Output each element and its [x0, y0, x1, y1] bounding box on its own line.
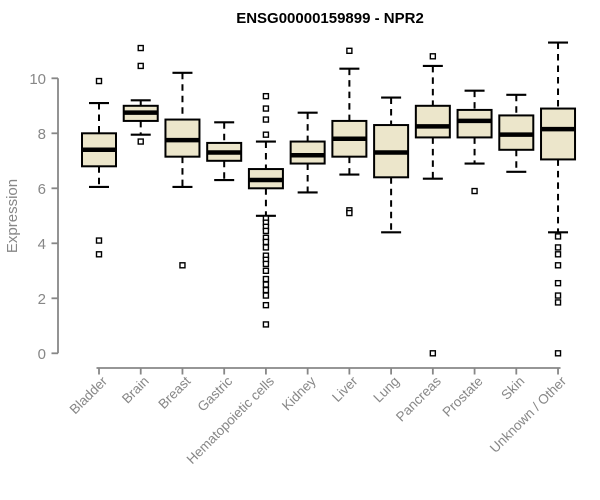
- y-tick-label: 6: [38, 181, 46, 198]
- boxplot-liver: [331, 47, 368, 217]
- iqr-box: [456, 108, 493, 139]
- x-tick-label-bladder: Bladder: [67, 373, 111, 417]
- outlier-point: [137, 62, 144, 70]
- iqr-box: [289, 140, 326, 165]
- x-tick-label-lung: Lung: [370, 374, 402, 406]
- outlier-point: [262, 267, 270, 274]
- boxplot-brain: [122, 44, 159, 145]
- outlier-point: [554, 233, 562, 240]
- outlier-point: [429, 53, 437, 60]
- x-tick-label-brain: Brain: [119, 374, 152, 407]
- outlier-point: [346, 209, 353, 217]
- outlier-point: [262, 244, 270, 251]
- x-tick-label-pancreas: Pancreas: [393, 373, 444, 424]
- outlier-point: [137, 44, 144, 52]
- x-tick-label-breast: Breast: [155, 373, 193, 411]
- boxplot-breast: [164, 71, 201, 269]
- y-axis-title: Expression: [4, 179, 21, 253]
- outlier-point: [554, 279, 562, 287]
- outlier-point: [262, 116, 270, 123]
- boxplot-unknown-other: [540, 41, 577, 357]
- x-tick-label-skin: Skin: [498, 374, 527, 403]
- outlier-point: [346, 47, 353, 54]
- x-tick-label-liver: Liver: [329, 373, 361, 405]
- outlier-point: [262, 238, 270, 246]
- outlier-point: [179, 262, 186, 269]
- iqr-box: [540, 107, 577, 161]
- outlier-point: [554, 350, 562, 357]
- outlier-point: [262, 92, 270, 100]
- y-tick-label: 4: [38, 236, 46, 253]
- y-tick-label: 10: [29, 71, 46, 88]
- iqr-box: [414, 104, 451, 139]
- outlier-point: [554, 292, 562, 299]
- outlier-point: [95, 251, 103, 258]
- outlier-point: [95, 77, 103, 85]
- x-tick-label-prostate: Prostate: [440, 374, 486, 420]
- x-tick-label-unknown-other: Unknown / Other: [487, 373, 570, 456]
- boxplot-skin: [498, 93, 535, 173]
- outlier-point: [554, 251, 562, 258]
- outlier-point: [262, 286, 270, 294]
- outlier-point: [262, 105, 270, 112]
- boxplot-hematopoietic-cells: [247, 92, 284, 328]
- x-tick-label-kidney: Kidney: [279, 373, 319, 413]
- outlier-point: [95, 237, 103, 244]
- outlier-point: [262, 227, 270, 235]
- outlier-point: [137, 138, 144, 145]
- outlier-point: [262, 321, 270, 328]
- outlier-point: [554, 299, 562, 306]
- y-tick-label: 0: [38, 346, 46, 363]
- y-tick-label: 8: [38, 126, 46, 143]
- boxplot-gastric: [206, 121, 243, 182]
- outlier-point: [554, 262, 562, 269]
- x-tick-label-gastric: Gastric: [194, 373, 235, 414]
- boxplot-prostate: [456, 89, 493, 195]
- y-tick-label: 2: [38, 291, 46, 308]
- boxplot-lung: [373, 96, 410, 234]
- outlier-point: [262, 131, 270, 138]
- outlier-point: [262, 260, 270, 268]
- boxplot-pancreas: [414, 53, 451, 357]
- outlier-point: [554, 244, 562, 251]
- outlier-point: [262, 301, 270, 309]
- boxplot-bladder: [81, 77, 117, 258]
- outlier-point: [262, 292, 270, 299]
- outlier-point: [262, 275, 270, 283]
- chart-title: ENSG00000159899 - NPR2: [236, 10, 424, 27]
- outlier-point: [471, 187, 478, 195]
- outlier-point: [429, 350, 437, 357]
- outlier-point: [262, 281, 270, 288]
- boxplot-kidney: [289, 111, 326, 194]
